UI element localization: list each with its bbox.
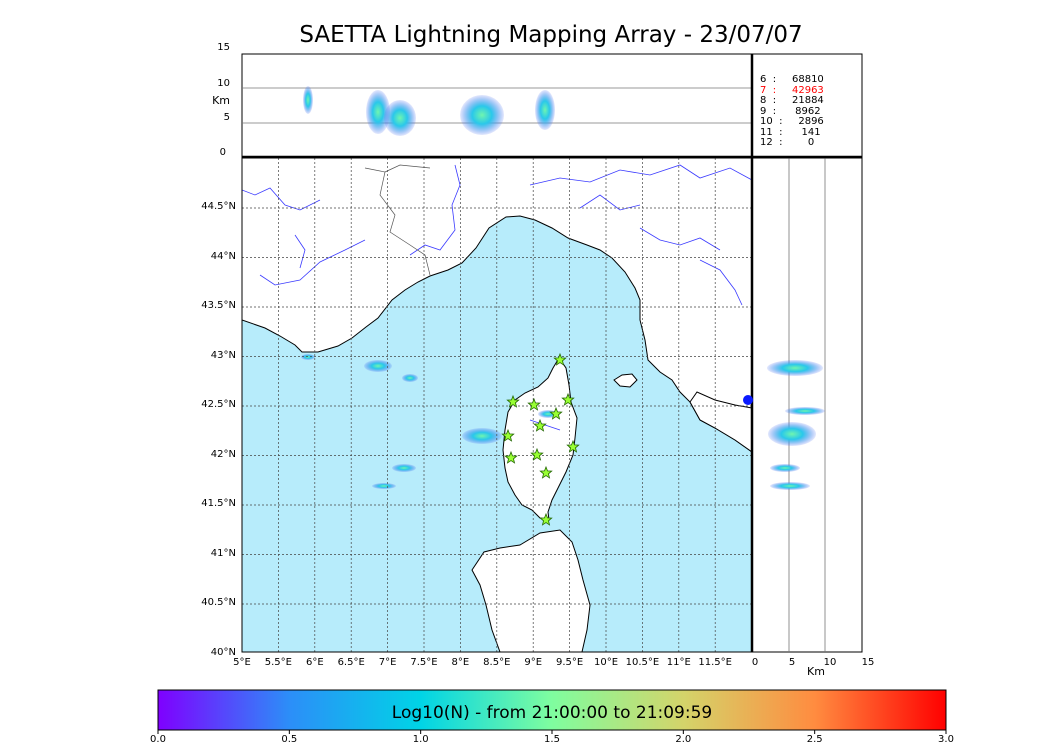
- latitude-label: 42°N: [210, 448, 236, 460]
- longitude-label: 7°E: [378, 657, 397, 668]
- station-markers: [501, 352, 580, 526]
- colorbar-tick-label: 1.0: [412, 734, 429, 745]
- longitude-label: 7.5°E: [410, 657, 438, 668]
- colorbar-ticks: [157, 730, 947, 734]
- count-row: 6 : 68810: [760, 74, 824, 85]
- star-icon: [561, 392, 575, 406]
- elba-island: [613, 373, 638, 388]
- star-icon: [501, 428, 515, 442]
- latitude-label: 43°N: [210, 349, 236, 361]
- side-tick-15: 15: [861, 657, 875, 668]
- count-row: 10 : 2896: [760, 116, 824, 127]
- star-icon: [506, 394, 520, 408]
- italy-mainland: [689, 391, 752, 453]
- longitude-label: 5.5°E: [264, 657, 292, 668]
- longitude-label: 11°E: [666, 657, 691, 668]
- top-tick-15: 15: [217, 42, 230, 53]
- latitude-label: 40.5°N: [201, 597, 236, 608]
- star-icon: [533, 418, 547, 432]
- star-icon: [566, 439, 580, 453]
- count-row: 11 : 141: [760, 126, 821, 138]
- side-tick-0: 0: [751, 657, 759, 668]
- longitude-label: 10°E: [593, 657, 619, 668]
- side-tick-5: 5: [788, 657, 796, 668]
- count-row: 12 : 0: [760, 137, 815, 148]
- latitude-label: 44.5°N: [201, 201, 236, 212]
- count-row: 9 : 8962: [760, 105, 821, 117]
- side-tick-10: 10: [823, 657, 837, 668]
- longitude-label: 10.5°E: [625, 657, 660, 668]
- colorbar: [157, 689, 947, 731]
- country-borders: [364, 164, 431, 276]
- count-row: 7 : 42963: [760, 84, 824, 96]
- map-panel: [241, 157, 753, 653]
- longitude-label: 11.5°E: [698, 657, 732, 668]
- star-icon: [539, 512, 553, 526]
- star-icon: [527, 397, 541, 411]
- star-icon: [553, 352, 567, 366]
- sardinia-island: [471, 529, 591, 652]
- top-altitude-panel: [241, 53, 753, 159]
- rivers: [242, 164, 752, 431]
- colorbar-tick-label: 2.0: [675, 734, 692, 745]
- colorbar-tick-label: 3.0: [938, 734, 954, 745]
- star-icon: [549, 406, 563, 420]
- latitude-label: 42.5°N: [201, 399, 236, 410]
- latitude-label: 44°N: [210, 250, 236, 262]
- top-tick-10: 10: [217, 78, 230, 89]
- count-row: 8 : 21884: [760, 95, 824, 106]
- edge-source-marker: [743, 395, 753, 405]
- corsica-island: [502, 357, 578, 521]
- top-tick-0: 0: [219, 147, 226, 158]
- longitude-label: 8°E: [451, 657, 470, 668]
- colorbar-label: Log10(N) - from 21:00:00 to 21:09:59: [391, 703, 713, 723]
- colorbar-tick-label: 2.5: [806, 734, 823, 745]
- colorbar-tick-label: 0.5: [281, 734, 298, 745]
- longitude-label: 6.5°E: [337, 657, 365, 668]
- map-gridlines: [242, 158, 752, 652]
- star-icon: [539, 465, 553, 479]
- latitude-label: 41°N: [210, 547, 236, 559]
- longitude-label: 5°E: [233, 657, 251, 668]
- top-tick-5: 5: [223, 112, 230, 123]
- longitude-label: 8.5°E: [483, 657, 511, 668]
- latitude-label: 40°N: [210, 646, 236, 658]
- star-icon: [530, 447, 544, 461]
- chart-title: SAETTA Lightning Mapping Array - 23/07/0…: [299, 22, 803, 48]
- side-altitude-panel: [751, 157, 863, 653]
- side-panel-unit: Km: [807, 665, 825, 678]
- longitude-label: 6°E: [305, 657, 324, 668]
- longitude-label: 9.5°E: [555, 657, 584, 668]
- latitude-label: 41.5°N: [201, 498, 236, 509]
- colorbar-tick-label: 1.5: [544, 734, 560, 745]
- star-icon: [504, 450, 518, 464]
- colorbar-tick-label: 0.0: [150, 734, 166, 745]
- top-panel-unit: Km: [212, 94, 230, 107]
- latitude-label: 43.5°N: [201, 300, 236, 311]
- longitude-label: 9°E: [524, 657, 543, 668]
